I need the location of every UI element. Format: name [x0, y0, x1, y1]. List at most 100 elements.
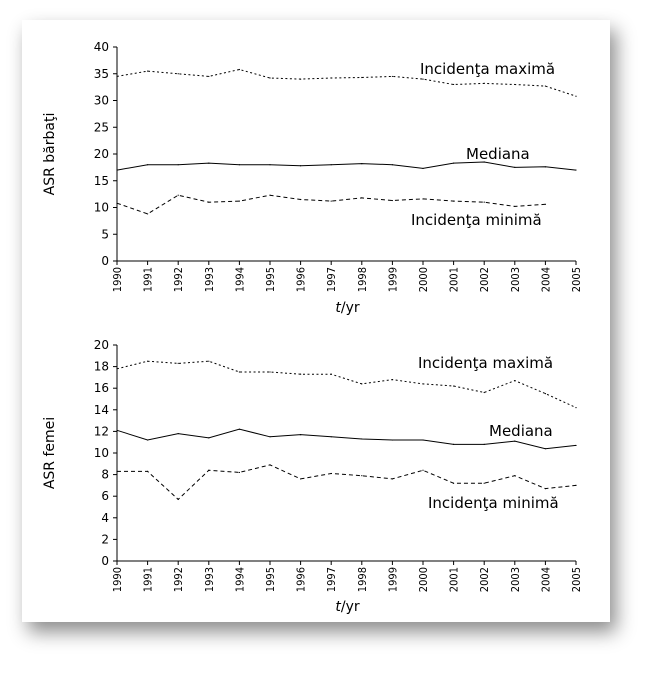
y-tick-label: 2	[101, 532, 109, 546]
data-point	[453, 83, 455, 86]
data-point	[544, 488, 547, 490]
data-point	[177, 73, 179, 75]
x-tick-label: 2002	[478, 267, 491, 292]
series-label: Incidenţa minimă	[428, 494, 559, 512]
series-label: Mediana	[466, 145, 530, 163]
y-tick-label: 5	[101, 227, 109, 241]
x-axis-label: t/yr	[335, 300, 360, 316]
x-tick-label: 1994	[233, 567, 246, 592]
data-point	[514, 440, 516, 442]
data-point	[422, 198, 424, 200]
data-point	[330, 472, 332, 475]
data-point	[147, 70, 149, 72]
series-line-1	[116, 68, 577, 97]
series-label: Mediana	[489, 422, 553, 440]
data-point	[269, 436, 271, 438]
data-point	[116, 169, 118, 171]
series-line-3	[116, 194, 546, 215]
x-tick-label: 1999	[386, 567, 399, 592]
y-tick-label: 18	[94, 360, 109, 374]
data-point	[300, 478, 302, 480]
data-point	[330, 77, 332, 79]
data-point	[422, 439, 424, 441]
data-point	[575, 95, 577, 97]
x-tick-label: 1991	[142, 267, 155, 292]
x-tick-label: 1998	[356, 267, 369, 292]
data-point	[544, 448, 547, 450]
y-tick-label: 20	[94, 147, 109, 161]
data-point	[147, 164, 149, 166]
data-point	[177, 164, 179, 166]
data-point	[361, 438, 363, 440]
data-point	[361, 76, 363, 79]
x-tick-label: 1999	[386, 267, 399, 292]
y-tick-label: 0	[101, 254, 109, 268]
data-point	[208, 201, 210, 203]
data-point	[575, 484, 577, 486]
x-tick-label: 1991	[142, 567, 155, 592]
y-tick-label: 16	[94, 381, 109, 395]
x-tick-label: 2000	[417, 267, 430, 292]
data-point	[330, 373, 332, 375]
data-point	[300, 373, 302, 375]
data-point	[269, 194, 271, 196]
data-point	[391, 164, 393, 166]
data-point	[391, 199, 393, 202]
data-point	[391, 439, 393, 441]
x-tick-label: 1993	[203, 567, 216, 592]
data-point	[422, 167, 424, 170]
data-point	[238, 471, 240, 474]
y-tick-label: 6	[101, 489, 109, 503]
series-line-2	[116, 428, 577, 450]
data-point	[177, 432, 179, 435]
data-point	[514, 380, 516, 382]
data-point	[147, 360, 149, 362]
data-point	[422, 78, 424, 80]
y-tick-label: 20	[94, 338, 109, 352]
x-tick-label: 1993	[203, 267, 216, 292]
x-tick-label: 1997	[325, 567, 338, 592]
x-tick-label: 2004	[539, 567, 552, 592]
data-point	[147, 439, 149, 441]
data-point	[238, 68, 240, 71]
x-tick-label: 1994	[233, 267, 246, 292]
figure-frame	[22, 20, 610, 622]
data-point	[361, 197, 363, 199]
data-point	[483, 201, 485, 203]
data-point	[116, 429, 118, 431]
data-point	[208, 437, 210, 439]
data-point	[361, 475, 363, 477]
data-point	[300, 78, 302, 80]
x-tick-label: 1992	[172, 267, 185, 292]
data-point	[544, 166, 547, 168]
data-point	[330, 164, 332, 166]
x-tick-label: 1997	[325, 267, 338, 292]
data-point	[544, 85, 547, 87]
y-axis-label: ASR bărbaţi	[42, 113, 58, 196]
series-line-3	[117, 464, 577, 501]
data-point	[238, 200, 240, 202]
data-point	[116, 75, 118, 78]
data-point	[453, 443, 455, 445]
data-point	[483, 82, 485, 84]
data-point	[391, 478, 393, 480]
data-point	[361, 383, 363, 385]
data-point	[300, 198, 302, 201]
data-point	[208, 469, 210, 471]
data-point	[238, 164, 240, 166]
data-point	[330, 436, 332, 438]
data-point	[575, 444, 577, 447]
data-point	[208, 360, 210, 362]
x-tick-label: 1995	[264, 267, 277, 292]
data-point	[300, 165, 302, 167]
data-point	[116, 470, 118, 472]
y-tick-label: 8	[101, 468, 109, 482]
data-point	[575, 407, 577, 409]
data-point	[269, 464, 271, 466]
y-tick-label: 15	[94, 174, 109, 188]
data-point	[453, 200, 455, 202]
x-tick-label: 1998	[356, 567, 369, 592]
data-point	[147, 470, 149, 472]
y-tick-label: 4	[101, 511, 109, 525]
y-tick-label: 10	[94, 446, 109, 460]
